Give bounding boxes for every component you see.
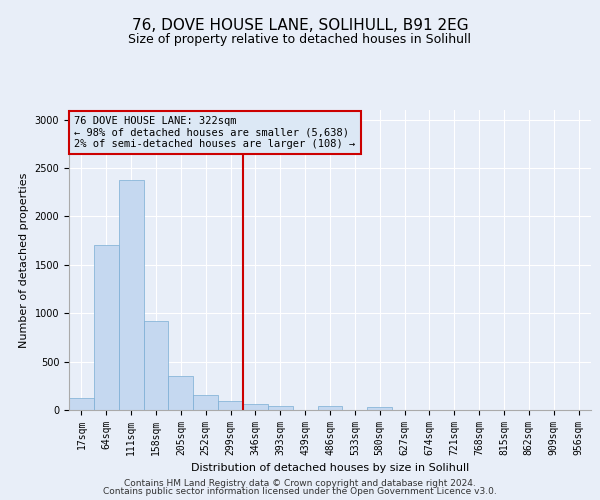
Bar [193,395,218,410]
Bar [243,404,268,410]
Bar [218,402,243,410]
Text: Contains HM Land Registry data © Crown copyright and database right 2024.: Contains HM Land Registry data © Crown c… [124,478,476,488]
Bar [268,406,293,410]
Text: Size of property relative to detached houses in Solihull: Size of property relative to detached ho… [128,32,472,46]
Bar [143,321,169,410]
Bar [119,180,143,410]
Text: 76, DOVE HOUSE LANE, SOLIHULL, B91 2EG: 76, DOVE HOUSE LANE, SOLIHULL, B91 2EG [131,18,469,32]
X-axis label: Distribution of detached houses by size in Solihull: Distribution of detached houses by size … [191,464,469,473]
Text: 76 DOVE HOUSE LANE: 322sqm
← 98% of detached houses are smaller (5,638)
2% of se: 76 DOVE HOUSE LANE: 322sqm ← 98% of deta… [74,116,355,149]
Bar [367,407,392,410]
Bar [94,246,119,410]
Bar [169,376,193,410]
Text: Contains public sector information licensed under the Open Government Licence v3: Contains public sector information licen… [103,487,497,496]
Y-axis label: Number of detached properties: Number of detached properties [19,172,29,348]
Bar [69,398,94,410]
Bar [317,406,343,410]
